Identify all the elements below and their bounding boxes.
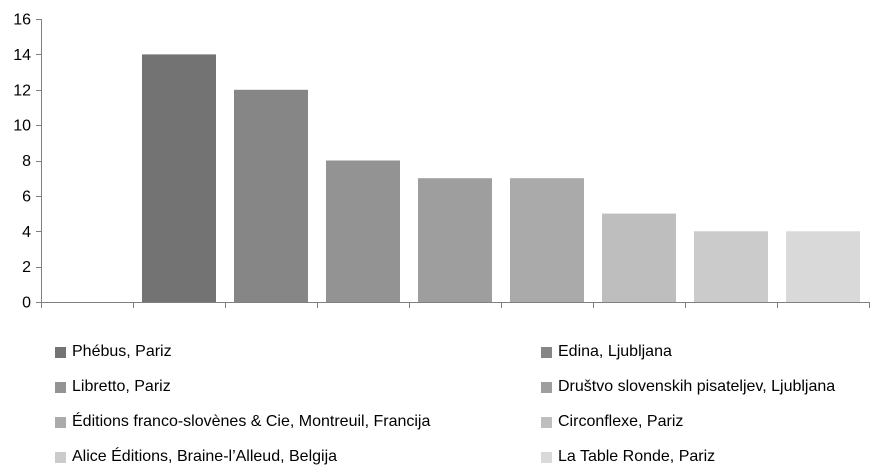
bar-8 <box>786 231 860 303</box>
y-tick-label: 4 <box>22 224 31 241</box>
y-tick-label: 16 <box>13 12 31 29</box>
y-tick-label: 14 <box>13 47 31 64</box>
bar-7 <box>694 231 768 303</box>
bars-group <box>142 54 860 303</box>
bar-5 <box>510 178 584 302</box>
y-tick-label: 8 <box>22 153 31 170</box>
bar-2 <box>234 89 308 303</box>
bar-3 <box>326 160 400 302</box>
bar-1 <box>142 54 216 303</box>
axes-group <box>36 19 870 308</box>
y-tick-label: 0 <box>22 295 31 312</box>
y-tick-label: 6 <box>22 188 31 205</box>
bar-4 <box>418 178 492 302</box>
y-tick-label: 10 <box>13 118 31 135</box>
y-tick-labels: 0 2 4 6 8 10 12 14 16 <box>13 12 31 312</box>
bar-6 <box>602 213 676 302</box>
y-tick-label: 12 <box>13 82 31 99</box>
y-tick-label: 2 <box>22 259 31 276</box>
